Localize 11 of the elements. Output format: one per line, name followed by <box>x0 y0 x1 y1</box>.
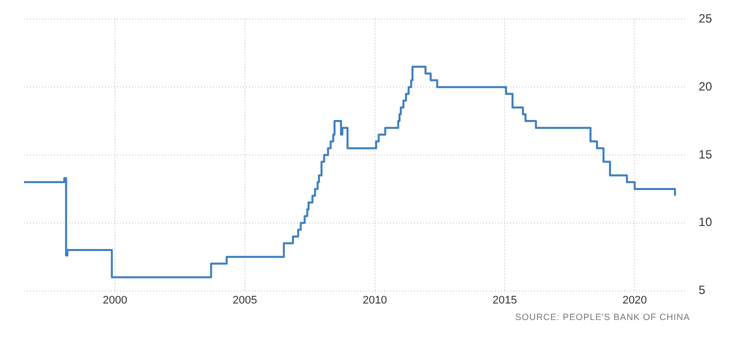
x-tick-label: 2005 <box>232 294 258 306</box>
x-tick-label: 2010 <box>362 294 388 306</box>
y-tick-label: 20 <box>698 79 712 94</box>
x-tick-label: 2015 <box>492 294 517 306</box>
y-tick-label: 5 <box>698 283 706 298</box>
source-note: SOURCE: PEOPLE'S BANK OF CHINA <box>514 312 690 322</box>
y-tick-label: 10 <box>698 215 712 230</box>
y-tick-label: 15 <box>698 147 712 162</box>
x-tick-label: 2020 <box>622 294 647 306</box>
x-tick-label: 2000 <box>102 294 128 306</box>
y-tick-label: 25 <box>698 12 712 26</box>
